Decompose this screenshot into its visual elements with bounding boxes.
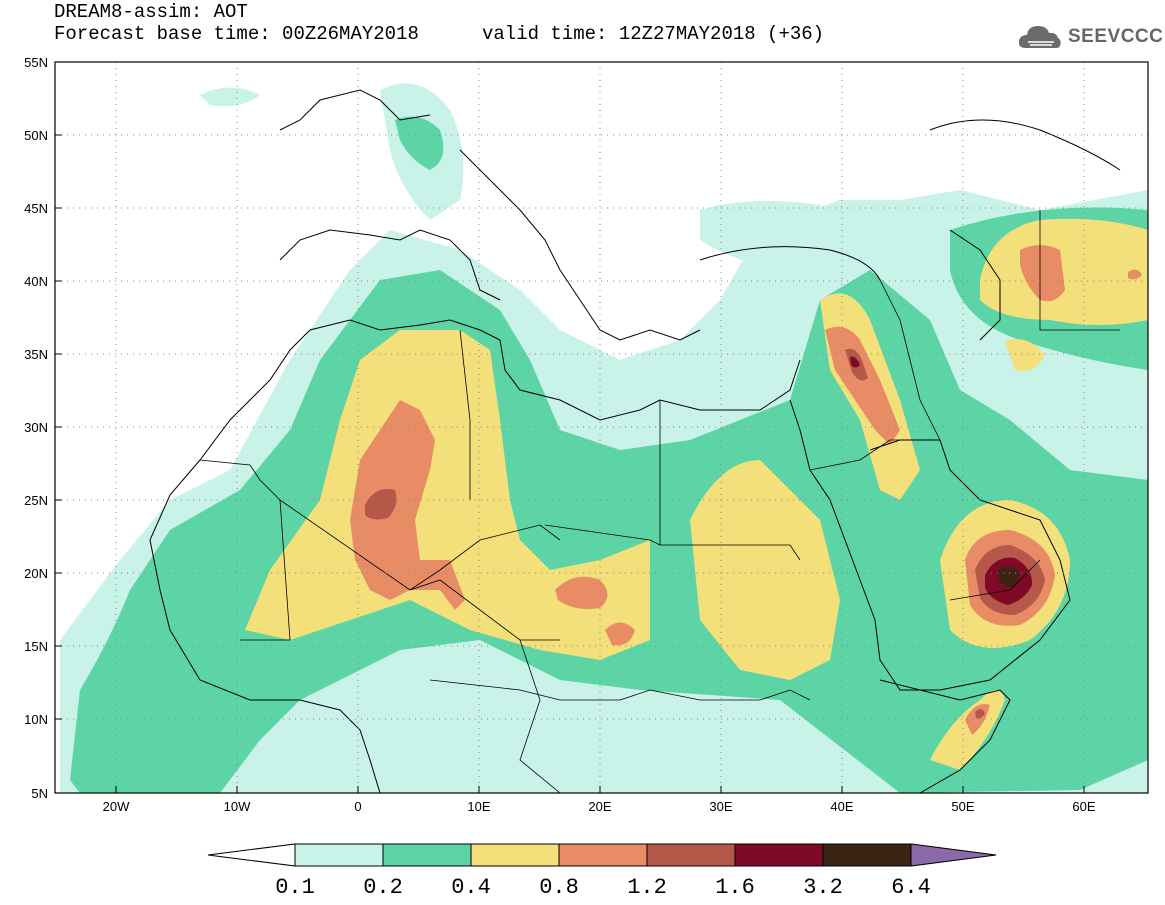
cloud-icon xyxy=(1018,26,1061,48)
logo-text: SEEVCCC xyxy=(1068,26,1164,47)
lat-label: 25N xyxy=(24,493,48,508)
seevccc-logo: SEEVCCC xyxy=(1016,20,1163,56)
colorbar-swatch xyxy=(470,843,560,867)
colorbar-swatch xyxy=(646,843,736,867)
lon-label: 20W xyxy=(103,799,130,814)
axis-ticks xyxy=(55,61,1085,794)
colorbar-label: 3.2 xyxy=(803,875,843,900)
colorbar-swatch-under xyxy=(207,843,296,867)
colorbar-swatch xyxy=(558,843,648,867)
longitude-labels: 20W 10W 0 10E 20E 30E 40E 50E 60E xyxy=(103,799,1096,814)
colorbar-label: 0.2 xyxy=(363,875,403,900)
forecast-base-time: Forecast base time: 00Z26MAY2018 xyxy=(54,23,419,45)
aot-band-0.4 xyxy=(245,218,1148,770)
lat-label: 5N xyxy=(31,786,48,801)
latitude-labels: 55N 50N 45N 40N 35N 30N 25N 20N 15N 10N … xyxy=(24,55,48,801)
lat-label: 40N xyxy=(24,274,48,289)
colorbar-label: 1.6 xyxy=(715,875,755,900)
colorbar-label: 6.4 xyxy=(891,875,931,900)
colorbar-label: 1.2 xyxy=(627,875,667,900)
colorbar-swatch xyxy=(822,843,912,867)
lon-label: 60E xyxy=(1072,799,1095,814)
lat-label: 15N xyxy=(24,639,48,654)
coastlines xyxy=(149,89,1121,793)
colorbar-labels: 0.1 0.2 0.4 0.8 1.2 1.6 3.2 6.4 xyxy=(275,875,931,900)
country-borders xyxy=(199,210,1120,793)
lon-label: 20E xyxy=(588,799,611,814)
lon-label: 10E xyxy=(467,799,490,814)
lon-label: 30E xyxy=(709,799,732,814)
lat-label: 55N xyxy=(24,55,48,70)
lon-label: 0 xyxy=(354,799,361,814)
aot-field xyxy=(55,62,1148,793)
lat-label: 50N xyxy=(24,128,48,143)
lon-label: 50E xyxy=(951,799,974,814)
graticule xyxy=(55,62,1148,793)
colorbar-swatch-over xyxy=(910,843,997,867)
colorbar-label: 0.8 xyxy=(539,875,579,900)
colorbar-swatch xyxy=(382,843,472,867)
colorbar xyxy=(207,843,997,867)
lon-label: 10W xyxy=(224,799,251,814)
lat-label: 20N xyxy=(24,566,48,581)
valid-time: valid time: 12Z27MAY2018 (+36) xyxy=(482,23,825,45)
lat-label: 10N xyxy=(24,712,48,727)
aot-band-3.2 xyxy=(998,566,1019,588)
map-title: DREAM8-assim: AOT xyxy=(54,1,248,23)
colorbar-label: 0.1 xyxy=(275,875,315,900)
colorbar-swatch xyxy=(294,843,384,867)
lon-label: 40E xyxy=(830,799,853,814)
lat-label: 30N xyxy=(24,420,48,435)
lat-label: 45N xyxy=(24,201,48,216)
colorbar-swatch xyxy=(734,843,824,867)
colorbar-label: 0.4 xyxy=(451,875,491,900)
lat-label: 35N xyxy=(24,347,48,362)
